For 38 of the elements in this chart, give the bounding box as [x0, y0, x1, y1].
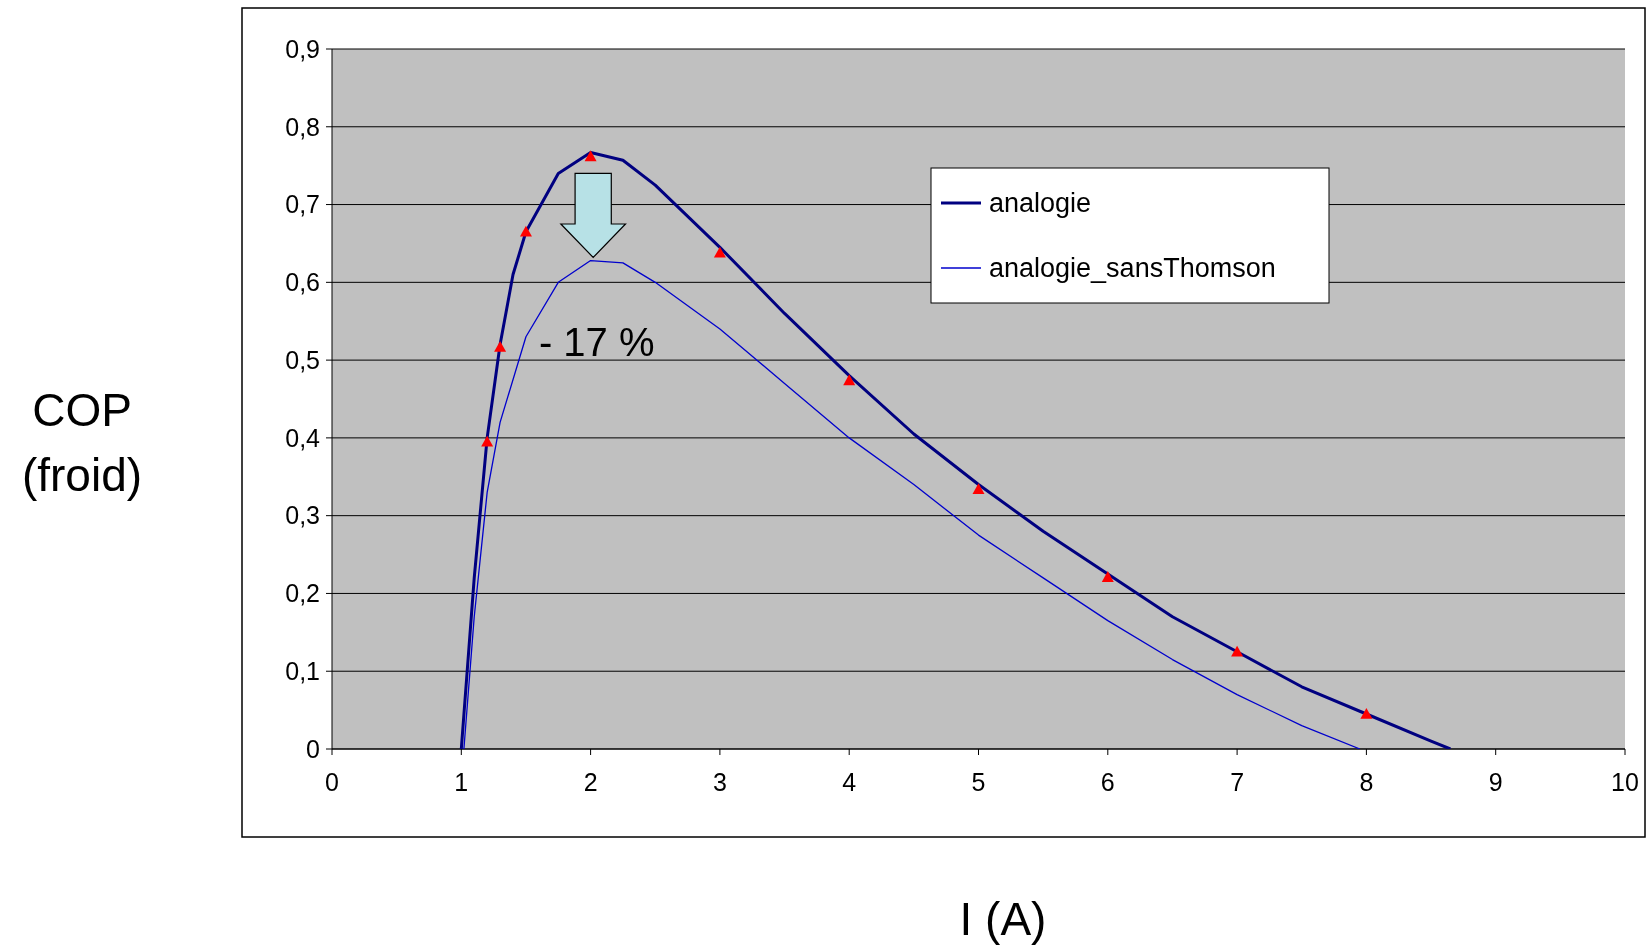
point	[1360, 708, 1373, 719]
point	[1101, 571, 1114, 582]
y-tick-label: 0,3	[285, 501, 320, 530]
line-series	[463, 259, 1361, 749]
annotation: - 17 %	[538, 320, 655, 365]
x-tick-label: 7	[1230, 768, 1245, 796]
x-axis-title: I (A)	[959, 893, 1047, 945]
x-tick-label: 4	[842, 768, 857, 796]
point	[1231, 645, 1244, 657]
x-tick-label: 0	[325, 768, 339, 796]
y-axis-title: COP (froid)	[21, 384, 143, 502]
x-tick-label: 2	[583, 768, 598, 796]
point	[494, 340, 507, 352]
y-tick-label: 0,7	[285, 190, 320, 219]
y-tick-label: 0	[306, 734, 320, 763]
legend-label: analogie_sansThomson	[989, 253, 1276, 284]
y-tick-label: 0,6	[285, 268, 320, 297]
point	[584, 150, 597, 162]
y-tick-label: 0,2	[285, 579, 320, 608]
line-series	[459, 150, 1452, 749]
point	[972, 483, 985, 495]
legend-label: analogie	[989, 188, 1092, 219]
x-tick-label: 9	[1488, 768, 1503, 796]
y-tick-label: 0,1	[285, 656, 320, 685]
x-tick-label: 1	[454, 768, 469, 796]
x-tick-label: 5	[971, 768, 986, 796]
x-tick-label: 3	[712, 768, 727, 796]
point	[481, 435, 494, 447]
point	[843, 374, 856, 386]
y-tick-label: 0,4	[285, 423, 321, 452]
y-tick-label: 0,9	[285, 34, 320, 63]
y-tick-label: 0,8	[285, 112, 320, 141]
x-tick-label: 8	[1359, 768, 1374, 796]
y-tick-label: 0,5	[285, 345, 320, 374]
point	[713, 246, 726, 258]
x-tick-label: 10	[1611, 768, 1639, 796]
point	[519, 225, 532, 237]
x-tick-label: 6	[1100, 768, 1115, 796]
